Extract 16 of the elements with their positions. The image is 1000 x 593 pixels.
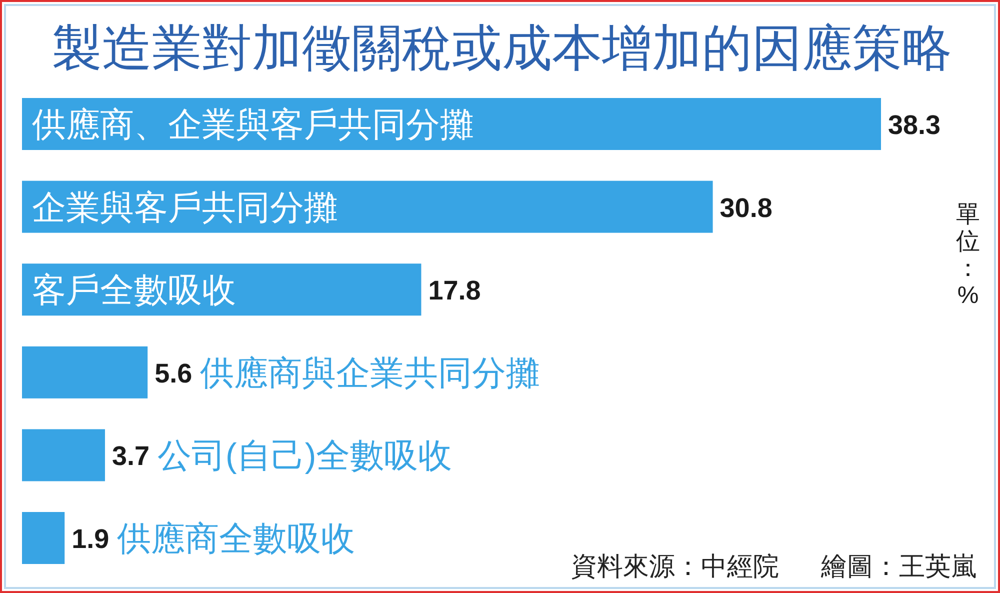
category-label: 公司(自己)全數吸收 bbox=[158, 437, 452, 476]
category-label: 供應商全數吸收 bbox=[117, 520, 356, 558]
data-label: 17.8 bbox=[428, 276, 481, 306]
data-label: 3.7 bbox=[112, 441, 150, 472]
category-label: 供應商與企業共同分攤 bbox=[200, 354, 540, 392]
data-label: 30.8 bbox=[720, 192, 772, 223]
category-label: 客戶全數吸收 bbox=[32, 272, 236, 310]
category-label: 企業與客戶共同分攤 bbox=[32, 188, 338, 227]
title: 製造業對加徵關稅或成本增加的因應策略 bbox=[52, 20, 952, 76]
data-label: 1.9 bbox=[72, 524, 110, 554]
data-label: 38.3 bbox=[888, 110, 941, 140]
category-label: 供應商、企業與客戶共同分攤 bbox=[32, 106, 474, 144]
data-label: 5.6 bbox=[154, 358, 192, 388]
annotation: 單位：% bbox=[956, 201, 980, 309]
annotation: 資料來源：中經院 bbox=[571, 551, 779, 581]
annotation: 繪圖：王英嵐 bbox=[821, 551, 977, 581]
